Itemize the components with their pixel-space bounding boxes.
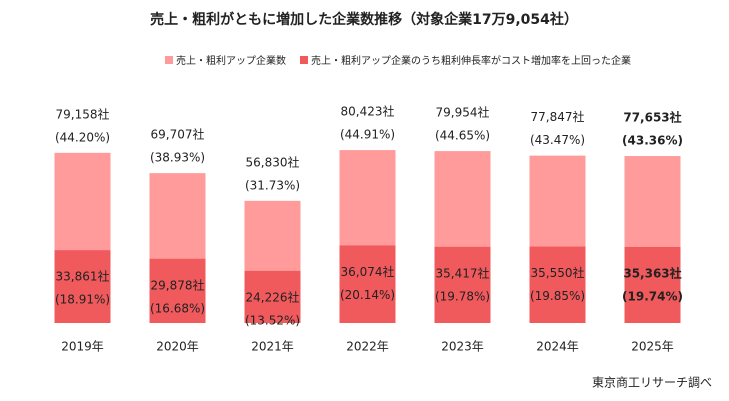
value-label: 77,847社 xyxy=(531,109,585,124)
value-label: 33,861社 xyxy=(56,269,110,284)
value-label: 79,954社 xyxy=(436,105,490,120)
source: 東京商工リサーチ調べ xyxy=(592,375,712,390)
bar xyxy=(339,245,396,323)
share-label: (19.78%) xyxy=(435,289,490,303)
value-label: 24,226社 xyxy=(246,289,300,304)
legend-label: 売上・粗利アップ企業数 xyxy=(176,54,286,67)
share-label: (16.68%) xyxy=(150,301,205,315)
legend-label: 売上・粗利アップ企業のうち粗利伸長率がコスト増加率を上回った企業 xyxy=(311,54,631,67)
share-label: (31.73%) xyxy=(245,178,300,192)
share-label: (13.52%) xyxy=(245,313,300,327)
value-label: 35,363社 xyxy=(623,265,681,280)
share-label: (18.91%) xyxy=(55,293,110,307)
value-label: 35,417社 xyxy=(436,265,490,280)
bar xyxy=(54,250,111,323)
bar xyxy=(244,270,301,323)
value-label: 77,653社 xyxy=(623,110,681,125)
x-tick-label: 2025年 xyxy=(631,340,674,354)
bar xyxy=(624,246,681,323)
share-label: (19.74%) xyxy=(622,289,683,303)
x-tick-label: 2021年 xyxy=(251,340,294,354)
share-label: (19.85%) xyxy=(530,289,585,303)
x-tick-label: 2020年 xyxy=(156,340,199,354)
value-label: 29,878社 xyxy=(151,277,205,292)
share-label: (44.65%) xyxy=(435,129,490,143)
x-tick-label: 2022年 xyxy=(346,340,389,354)
bar xyxy=(434,246,491,323)
bar xyxy=(149,258,206,323)
share-label: (43.36%) xyxy=(622,134,683,148)
share-label: (20.14%) xyxy=(340,288,395,302)
x-tick-label: 2019年 xyxy=(61,340,104,354)
value-label: 69,707社 xyxy=(151,127,205,142)
x-tick-label: 2024年 xyxy=(536,340,579,354)
bar xyxy=(529,246,586,323)
x-tick-label: 2023年 xyxy=(441,340,484,354)
value-label: 79,158社 xyxy=(56,106,110,121)
value-label: 56,830社 xyxy=(246,154,300,169)
share-label: (44.91%) xyxy=(340,128,395,142)
share-label: (38.93%) xyxy=(150,151,205,165)
value-label: 80,423社 xyxy=(341,104,395,119)
value-label: 35,550社 xyxy=(531,265,585,280)
value-label: 36,074社 xyxy=(341,264,395,279)
share-label: (43.47%) xyxy=(530,133,585,147)
legend-swatch xyxy=(165,56,173,64)
chart-title: 売上・粗利がともに増加した企業数推移（対象企業17万9,054社） xyxy=(150,11,578,28)
share-label: (44.20%) xyxy=(55,130,110,144)
legend-swatch xyxy=(300,56,308,64)
